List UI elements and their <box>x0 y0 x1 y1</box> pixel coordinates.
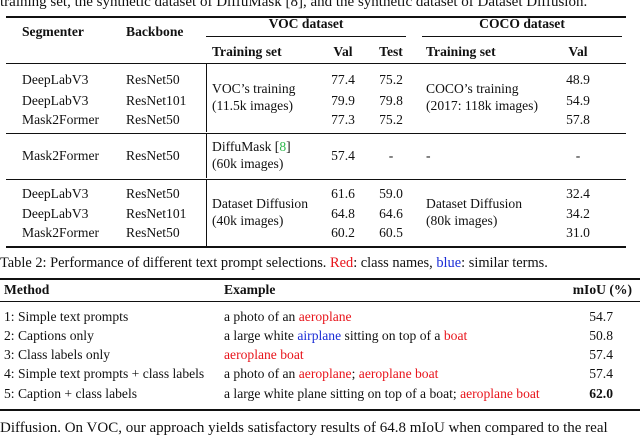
table1-row-voc-test: - <box>388 148 394 163</box>
table1-row-voc-test: 75.2 <box>379 72 403 87</box>
table2-row-miou: 54.7 <box>589 309 613 324</box>
table1-row-backbone: ResNet50 <box>126 72 180 87</box>
table1-top-rule <box>6 16 626 18</box>
table1-row-voc-val: 61.6 <box>331 186 355 201</box>
table1-row-backbone: ResNet50 <box>126 186 180 201</box>
table1-row-voc-val: 77.4 <box>331 72 355 87</box>
table1-row-segmenter: DeepLabV3 <box>22 206 89 221</box>
table1-row-segmenter: DeepLabV3 <box>22 93 89 108</box>
cut-off-text-bottom: Diffusion. On VOC, our approach yields s… <box>0 420 608 436</box>
table1-dd-voc-count: (40k images) <box>212 213 284 228</box>
table1-row-backbone: ResNet50 <box>126 112 180 127</box>
table2-row-example: aeroplane boat <box>224 347 304 362</box>
table1-bottom-rule <box>6 246 626 248</box>
table1-voc-training-count: (11.5k images) <box>212 98 294 113</box>
table1-row-segmenter: Mask2Former <box>22 148 100 163</box>
table1-row-voc-test: 75.2 <box>379 112 403 127</box>
table1-row-voc-val: 60.2 <box>331 225 355 240</box>
table1-row-coco-val: 48.9 <box>566 72 590 87</box>
table1-row-voc-val: 77.3 <box>331 112 355 127</box>
table1-row-backbone: ResNet50 <box>126 148 180 163</box>
table1-diffumask-coco-training: - <box>426 148 431 163</box>
table2-row-method: 5: Caption + class labels <box>4 386 138 401</box>
table2-row-method: 3: Class labels only <box>4 347 111 362</box>
table1-row-voc-val: 64.8 <box>331 206 355 221</box>
table1-header-voc-test: Test <box>379 44 403 59</box>
table1-row-segmenter: Mask2Former <box>22 112 100 127</box>
table1-voc-group-rule <box>206 36 406 37</box>
table1-row-voc-val: 57.4 <box>331 148 355 163</box>
table2-header-example: Example <box>224 282 276 297</box>
table1-header-rule <box>6 63 626 64</box>
table1-row-voc-test: 59.0 <box>379 186 403 201</box>
table1-vsep-2 <box>206 134 207 178</box>
table1-header-backbone: Backbone <box>126 24 184 39</box>
table1-header-segmenter: Segmenter <box>22 24 84 39</box>
table1-dd-voc-label: Dataset Diffusion <box>212 196 309 211</box>
table1-diffumask-label: DiffuMask [8] <box>212 139 291 154</box>
table1-coco-group-rule <box>422 36 622 37</box>
table1-header-coco-val: Val <box>568 44 588 59</box>
table1-voc-training-label: VOC’s training <box>212 81 296 96</box>
table1-row-coco-val: - <box>575 148 581 163</box>
table2-header-method: Method <box>4 282 50 297</box>
table2-row-miou: 57.4 <box>589 347 613 362</box>
table2-header-rule <box>0 301 640 302</box>
table1-coco-training-count: (2017: 118k images) <box>426 98 539 113</box>
table2-row-miou: 50.8 <box>589 328 613 343</box>
table2-row-example: a photo of an aeroplane <box>224 309 352 324</box>
table1-row-backbone: ResNet101 <box>126 206 187 221</box>
table1-coco-training-label: COCO’s training <box>426 81 519 96</box>
table2-top-rule <box>0 278 640 280</box>
table2-row-example: a large white airplane sitting on top of… <box>224 328 468 343</box>
table2-row-method: 4: Simple text prompts + class labels <box>4 366 205 381</box>
table1-row-backbone: ResNet50 <box>126 225 180 240</box>
table1-header-coco-training-set: Training set <box>426 44 496 59</box>
table1-row-coco-val: 32.4 <box>566 186 590 201</box>
table1-header-voc-val: Val <box>333 44 353 59</box>
table2-caption: Table 2: Performance of different text p… <box>0 255 548 271</box>
table1-row-coco-val: 54.9 <box>566 93 590 108</box>
table1-row-voc-test: 79.8 <box>379 93 403 108</box>
table1-row-voc-val: 79.9 <box>331 93 355 108</box>
table2-row-miou: 57.4 <box>589 366 613 381</box>
table1-header-voc-training-set: Training set <box>212 44 282 59</box>
table1-diffumask-count: (60k images) <box>212 156 284 171</box>
table1-row-segmenter: DeepLabV3 <box>22 72 89 87</box>
table1-group-rule-2 <box>6 179 626 180</box>
table1-row-coco-val: 34.2 <box>566 206 590 221</box>
table1-row-backbone: ResNet101 <box>126 93 187 108</box>
table2-row-miou-best: 62.0 <box>589 386 613 401</box>
table1-header-coco-group: COCO dataset <box>479 16 565 31</box>
table1-header-voc-group: VOC dataset <box>268 16 344 31</box>
table2-header-miou: mIoU (%) <box>572 282 632 297</box>
table1-vsep-1 <box>206 64 207 132</box>
table1-row-segmenter: Mask2Former <box>22 225 100 240</box>
table2-row-method: 2: Captions only <box>4 328 94 343</box>
table1-dd-coco-label: Dataset Diffusion <box>426 196 523 211</box>
citation-link[interactable]: 8 <box>279 139 287 154</box>
table1-vsep-3 <box>206 180 207 246</box>
table1-row-voc-test: 64.6 <box>379 206 403 221</box>
table2-bottom-rule <box>0 409 640 411</box>
table2-row-method: 1: Simple text prompts <box>4 309 129 324</box>
table1-row-voc-test: 60.5 <box>379 225 403 240</box>
table1-dd-coco-count: (80k images) <box>426 213 498 228</box>
table2-row-example: a large white plane sitting on top of a … <box>224 386 540 401</box>
cut-off-text-top: training set, the synthetic dataset of D… <box>0 0 588 10</box>
table1-row-coco-val: 57.8 <box>566 112 590 127</box>
table1-group-rule-1 <box>6 133 626 134</box>
table1-row-coco-val: 31.0 <box>566 225 590 240</box>
table1-row-segmenter: DeepLabV3 <box>22 186 89 201</box>
table2-row-example: a photo of an aeroplane; aeroplane boat <box>224 366 439 381</box>
